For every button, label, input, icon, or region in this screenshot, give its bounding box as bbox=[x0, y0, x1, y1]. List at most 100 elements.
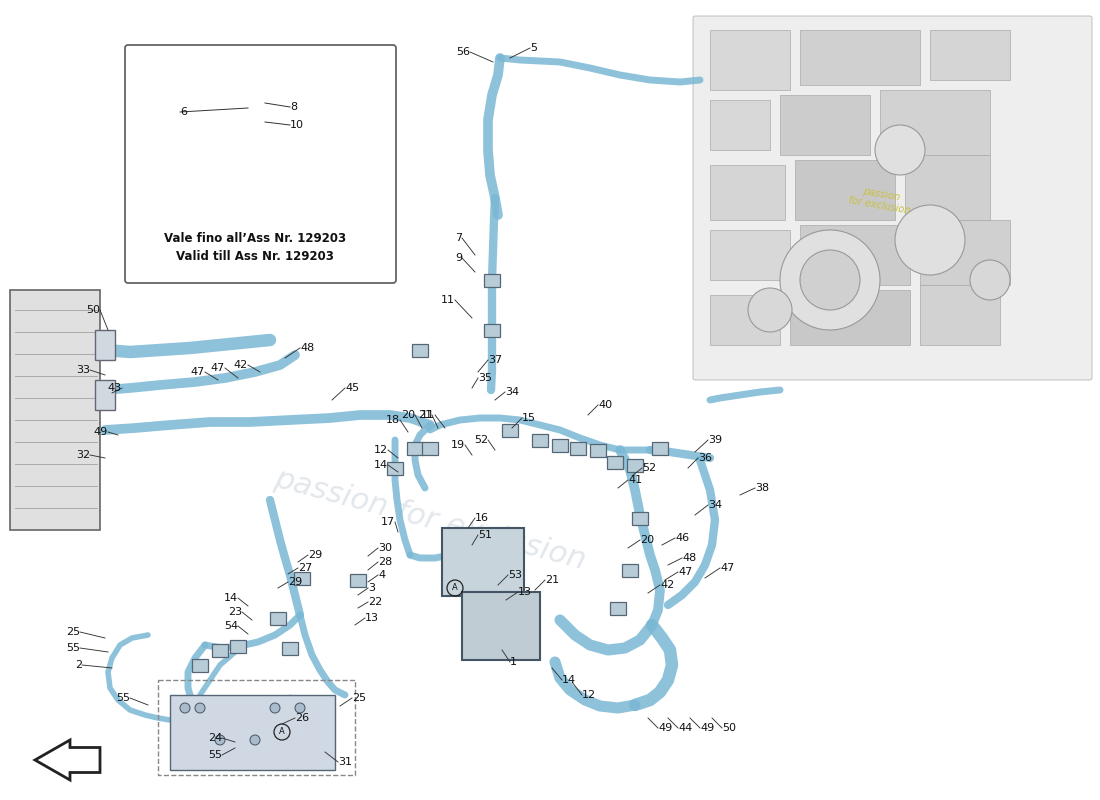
Bar bbox=[170, 695, 336, 770]
Bar bbox=[294, 571, 310, 585]
Text: 14: 14 bbox=[374, 460, 388, 470]
Text: 50: 50 bbox=[86, 305, 100, 315]
Text: 25: 25 bbox=[66, 627, 80, 637]
Text: 47: 47 bbox=[190, 367, 205, 377]
Text: 5: 5 bbox=[530, 43, 537, 53]
Text: 55: 55 bbox=[208, 750, 222, 760]
Text: 10: 10 bbox=[290, 120, 304, 130]
Text: 46: 46 bbox=[675, 533, 689, 543]
Bar bbox=[610, 602, 626, 614]
Text: 8: 8 bbox=[290, 102, 297, 112]
Text: 24: 24 bbox=[208, 733, 222, 743]
Bar bbox=[627, 458, 644, 471]
Text: 11: 11 bbox=[421, 410, 434, 420]
Text: 9: 9 bbox=[455, 253, 462, 263]
Bar bbox=[920, 285, 1000, 345]
Text: 47: 47 bbox=[211, 363, 226, 373]
Circle shape bbox=[800, 250, 860, 310]
Text: 6: 6 bbox=[180, 107, 187, 117]
Bar bbox=[800, 30, 920, 85]
Bar bbox=[590, 443, 606, 457]
Text: 37: 37 bbox=[488, 355, 502, 365]
Circle shape bbox=[270, 703, 280, 713]
Bar bbox=[251, 149, 265, 161]
Circle shape bbox=[195, 703, 205, 713]
Text: 34: 34 bbox=[708, 500, 722, 510]
Text: 54: 54 bbox=[224, 621, 238, 631]
Bar bbox=[282, 642, 298, 654]
Text: 26: 26 bbox=[295, 713, 309, 723]
Text: 49: 49 bbox=[700, 723, 714, 733]
Bar bbox=[95, 330, 116, 360]
Text: 15: 15 bbox=[522, 413, 536, 423]
Bar bbox=[800, 225, 910, 285]
Bar bbox=[710, 295, 780, 345]
Bar bbox=[484, 274, 500, 286]
Text: 21: 21 bbox=[544, 575, 559, 585]
Bar bbox=[621, 563, 638, 577]
Bar bbox=[387, 462, 403, 474]
Bar bbox=[10, 290, 100, 530]
Text: 48: 48 bbox=[300, 343, 315, 353]
Bar bbox=[570, 442, 586, 454]
Bar bbox=[632, 511, 648, 525]
Text: 49: 49 bbox=[658, 723, 672, 733]
Text: 52: 52 bbox=[642, 463, 656, 473]
Text: 52: 52 bbox=[474, 435, 488, 445]
Bar bbox=[795, 160, 895, 220]
Text: 33: 33 bbox=[76, 365, 90, 375]
Bar bbox=[270, 611, 286, 625]
Bar bbox=[710, 30, 790, 90]
Circle shape bbox=[295, 703, 305, 713]
FancyBboxPatch shape bbox=[125, 45, 396, 283]
Bar bbox=[230, 639, 246, 653]
Text: 42: 42 bbox=[660, 580, 674, 590]
Bar bbox=[502, 423, 518, 437]
Text: 27: 27 bbox=[298, 563, 312, 573]
Text: 44: 44 bbox=[678, 723, 692, 733]
Text: 35: 35 bbox=[478, 373, 492, 383]
Text: 13: 13 bbox=[518, 587, 532, 597]
Bar bbox=[607, 455, 623, 469]
Text: 32: 32 bbox=[76, 450, 90, 460]
Text: 53: 53 bbox=[508, 570, 522, 580]
Bar bbox=[462, 592, 540, 660]
Text: 18: 18 bbox=[386, 415, 400, 425]
Text: 45: 45 bbox=[345, 383, 359, 393]
Text: 42: 42 bbox=[233, 360, 248, 370]
Text: 14: 14 bbox=[562, 675, 576, 685]
Text: Vale fino all’Ass Nr. 129203: Vale fino all’Ass Nr. 129203 bbox=[164, 231, 346, 245]
FancyBboxPatch shape bbox=[693, 16, 1092, 380]
Text: 12: 12 bbox=[374, 445, 388, 455]
Text: A: A bbox=[452, 583, 458, 593]
Text: 43: 43 bbox=[108, 383, 122, 393]
Text: 48: 48 bbox=[682, 553, 696, 563]
Bar bbox=[484, 323, 500, 337]
Circle shape bbox=[250, 735, 260, 745]
Text: 47: 47 bbox=[720, 563, 735, 573]
Text: 11: 11 bbox=[441, 295, 455, 305]
Bar bbox=[930, 30, 1010, 80]
Bar bbox=[652, 442, 668, 454]
Bar bbox=[412, 343, 428, 357]
Bar bbox=[710, 230, 790, 280]
Bar bbox=[710, 165, 785, 220]
Text: 12: 12 bbox=[582, 690, 596, 700]
Text: 55: 55 bbox=[66, 643, 80, 653]
Text: 29: 29 bbox=[308, 550, 322, 560]
Circle shape bbox=[748, 288, 792, 332]
Text: 29: 29 bbox=[288, 577, 302, 587]
Circle shape bbox=[895, 205, 965, 275]
Text: 28: 28 bbox=[378, 557, 393, 567]
Text: 2: 2 bbox=[75, 660, 82, 670]
Bar bbox=[790, 290, 910, 345]
FancyArrow shape bbox=[35, 740, 100, 780]
Bar bbox=[880, 90, 990, 155]
Text: 17: 17 bbox=[381, 517, 395, 527]
Bar bbox=[920, 220, 1010, 285]
Bar bbox=[350, 574, 366, 586]
Text: 23: 23 bbox=[228, 607, 242, 617]
Text: 20: 20 bbox=[640, 535, 654, 545]
Circle shape bbox=[180, 703, 190, 713]
Text: 31: 31 bbox=[338, 757, 352, 767]
